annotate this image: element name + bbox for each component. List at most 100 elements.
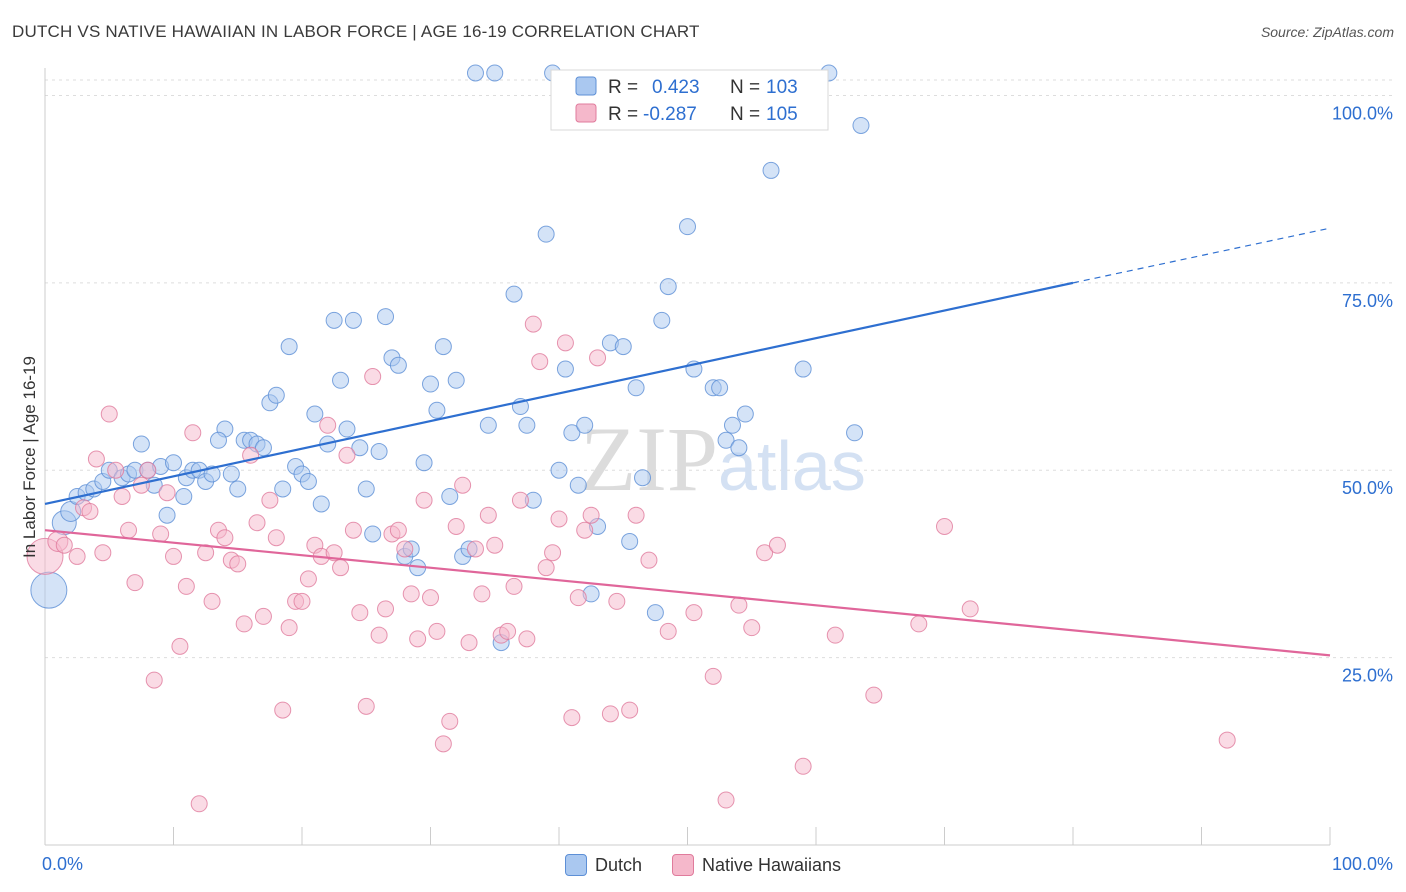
hawaiian-point — [197, 544, 215, 562]
hawaiian-point — [544, 544, 562, 562]
hawaiian-point — [94, 544, 112, 562]
hawaiian-point — [505, 577, 523, 595]
hawaiian-point — [158, 484, 176, 502]
dutch-point — [422, 375, 439, 393]
dutch-point — [175, 487, 193, 505]
hawaiian-point — [524, 315, 542, 333]
hawaiian-point — [717, 791, 735, 809]
y-tick-label: 50.0% — [1342, 478, 1393, 498]
hawaiian-point — [627, 506, 645, 524]
hawaiian-point — [447, 517, 465, 535]
hawaiian-point — [120, 521, 138, 539]
dutch-point — [730, 439, 748, 457]
legend-r-value-1: 0.423 — [652, 77, 700, 98]
hawaiian-point — [87, 450, 105, 468]
dutch-trend-line — [44, 281, 1074, 506]
hawaiian-point — [961, 600, 979, 618]
hawaiian-point — [338, 446, 356, 464]
hawaiian-point — [319, 416, 337, 434]
dutch-point — [846, 424, 864, 442]
dutch-point — [505, 285, 523, 303]
hawaiian-point — [499, 622, 517, 640]
dutch-point — [556, 360, 574, 378]
trend-layer — [44, 227, 1331, 657]
dutch-point — [447, 371, 465, 389]
hawaiian-point — [184, 424, 202, 442]
hawaiian-point — [216, 529, 234, 547]
points-layer — [26, 64, 1236, 813]
hawaiian-point — [576, 521, 594, 539]
dutch-point — [852, 116, 870, 134]
hawaiian-point — [441, 712, 459, 730]
hawaiian-point — [704, 667, 722, 685]
dutch-point — [357, 480, 375, 498]
hawaiian-point — [569, 589, 587, 607]
hawaiian-point — [685, 604, 703, 622]
hawaiian-point — [743, 619, 761, 637]
hawaiian-point — [229, 555, 247, 573]
grid-layer — [45, 79, 1393, 659]
hawaiian-point — [126, 574, 144, 592]
hawaiian-point — [768, 536, 786, 554]
hawaiian-point — [261, 491, 279, 509]
dutch-point — [717, 431, 735, 449]
hawaiian-point — [377, 600, 395, 618]
hawaiian-point — [415, 491, 433, 509]
hawaiian-point — [865, 686, 883, 704]
dutch-point — [518, 416, 536, 434]
hawaiian-point — [171, 637, 189, 655]
hawaiian-point — [511, 491, 529, 509]
legend-r-label-2: R = — [608, 104, 638, 125]
dutch-point — [274, 480, 292, 498]
dutch-point — [466, 64, 484, 82]
dutch-point — [762, 161, 780, 179]
dutch-point — [614, 338, 632, 356]
hawaiian-point — [177, 577, 195, 595]
dutch-point — [550, 461, 568, 479]
dutch-point — [711, 379, 729, 397]
hawaiian-point — [113, 487, 131, 505]
dutch-point — [576, 416, 594, 434]
dutch-point — [338, 420, 356, 438]
hawaiian-point — [608, 592, 626, 610]
dutch-point — [364, 525, 382, 543]
hawaiian-point — [537, 559, 555, 577]
chart-title: DUTCH VS NATIVE HAWAIIAN IN LABOR FORCE … — [12, 22, 700, 41]
dutch-point — [351, 439, 369, 457]
hawaiian-point — [396, 540, 414, 558]
hawaiian-point — [409, 630, 427, 648]
hawaiian-point — [235, 615, 253, 633]
legend-r-label-1: R = — [608, 77, 638, 98]
dutch-point — [627, 379, 645, 397]
hawaiian-point — [563, 709, 581, 727]
dutch-point — [222, 465, 240, 483]
watermark: ZIP atlas — [580, 408, 866, 510]
hawaiian-point — [248, 514, 266, 532]
dutch-point — [312, 495, 330, 513]
hawaiian-point — [364, 368, 382, 386]
dutch-point — [569, 476, 587, 494]
x-tick-label: 0.0% — [42, 854, 83, 874]
dutch-point — [209, 431, 227, 449]
dutch-point — [267, 386, 285, 404]
y-tick-label: 75.0% — [1342, 291, 1393, 311]
watermark-atlas: atlas — [718, 427, 866, 505]
hawaiian-point — [556, 334, 574, 352]
dutch-point — [621, 532, 639, 550]
hawaiian-point — [203, 592, 221, 610]
hawaiian-point — [267, 529, 285, 547]
hawaiian-point — [139, 461, 157, 479]
hawaiian-point — [486, 536, 504, 554]
hawaiian-point — [402, 585, 420, 603]
dutch-point — [736, 405, 754, 423]
dutch-point — [344, 311, 362, 329]
hawaiian-point — [479, 506, 497, 524]
hawaiian-point — [68, 547, 86, 565]
dutch-point — [428, 401, 446, 419]
dutch-point — [280, 338, 298, 356]
hawaiian-point — [601, 705, 619, 723]
hawaiian-point — [81, 502, 99, 520]
hawaiian-point — [152, 525, 170, 543]
hawaiian-point — [910, 615, 928, 633]
